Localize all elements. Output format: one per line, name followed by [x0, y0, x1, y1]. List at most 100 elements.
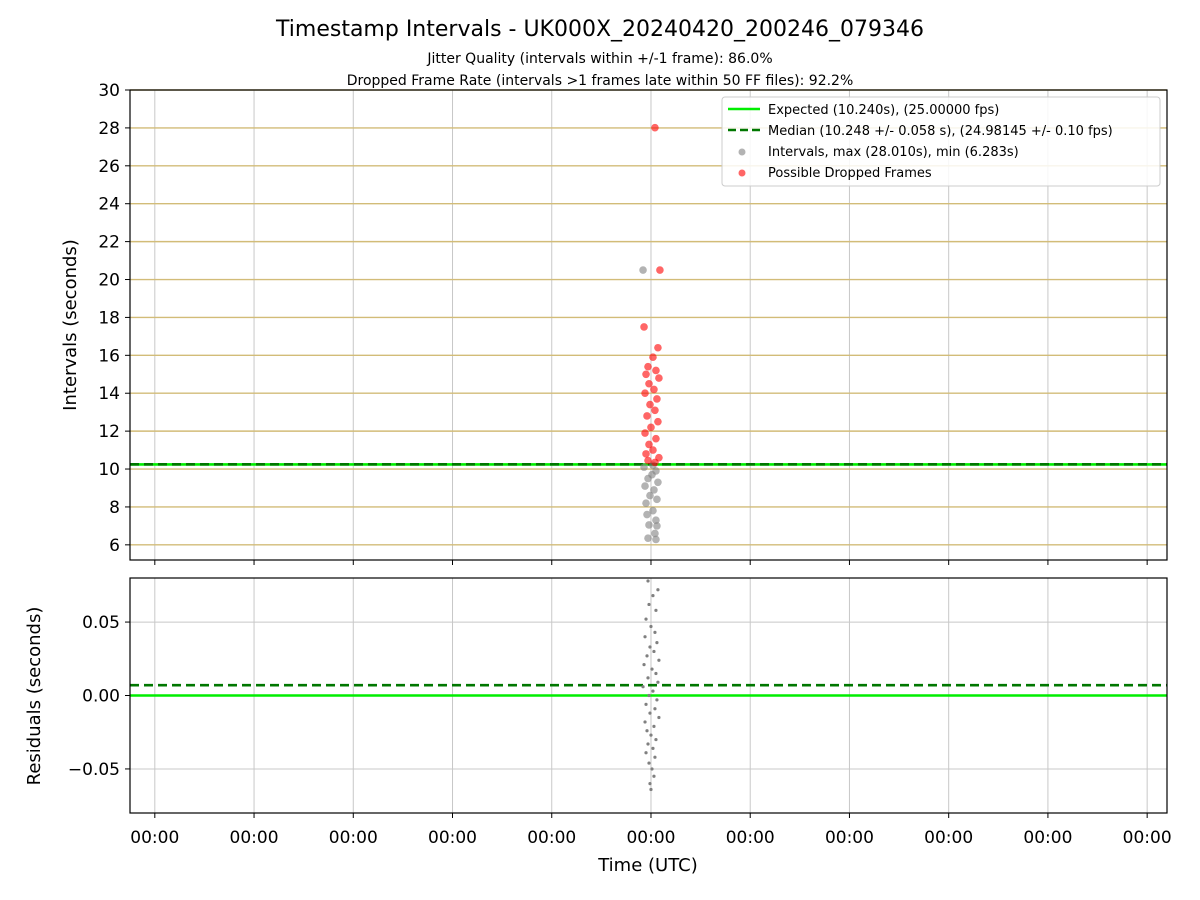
x-tick-label: 00:00 — [924, 828, 973, 848]
x-axis-label: Time (UTC) — [597, 855, 698, 876]
intervals-data-point — [653, 495, 661, 504]
intervals-data-point — [652, 535, 660, 544]
residuals-data-point — [648, 645, 652, 649]
residuals-data-point — [655, 698, 659, 702]
residuals-data-point — [650, 767, 654, 771]
residuals-data-point — [648, 782, 652, 786]
intervals-data-point — [651, 458, 659, 467]
intervals-y-tick-label: 12 — [98, 422, 120, 442]
intervals-data-point — [649, 506, 657, 515]
intervals-data-point — [647, 423, 655, 432]
residuals-data-point — [644, 702, 648, 706]
intervals-y-tick-label: 24 — [98, 195, 120, 215]
intervals-data-point — [641, 389, 649, 398]
intervals-data-point — [642, 499, 650, 507]
residuals-data-point — [644, 617, 648, 621]
residuals-data-point — [654, 608, 658, 612]
intervals-data-point — [656, 266, 664, 274]
residuals-data-point — [646, 742, 650, 746]
legend-intervals-dot-swatch — [738, 148, 746, 156]
intervals-data-point — [650, 385, 658, 394]
residuals-plot: −0.050.000.05 00:00 00:00 00:00 00:00 00:00 0… — [24, 577, 1172, 876]
x-tick-label: 00:00 — [1023, 828, 1072, 848]
residuals-data-point — [645, 729, 649, 733]
intervals-data-point — [641, 482, 649, 490]
intervals-data-point — [643, 510, 651, 519]
intervals-y-tick-label: 28 — [98, 119, 120, 139]
residuals-data-point — [646, 579, 650, 583]
residuals-data-point — [650, 667, 654, 671]
intervals-data-point — [652, 467, 660, 475]
intervals-data-point — [642, 370, 650, 379]
chart-subtitle-jitter: Jitter Quality (intervals within +/-1 fr… — [426, 51, 772, 67]
residuals-data-point — [649, 624, 653, 629]
intervals-y-tick-label: 20 — [98, 271, 120, 291]
residuals-x-ticks: 00:00 00:00 00:00 00:00 00:00 00:00 00:00 00:00… — [130, 813, 1172, 848]
residuals-y-ticks: −0.05 0.00 0.05 — [68, 613, 130, 780]
residuals-data-point — [653, 630, 657, 634]
residuals-data-point — [657, 715, 661, 720]
residuals-y-tick-label: 0.00 — [82, 687, 120, 707]
intervals-data-point — [652, 516, 660, 525]
intervals-y-ticks: 6 8 10 12 14 16 18 20 22 24 26 28 30 — [98, 81, 130, 556]
x-tick-label: 00:00 — [626, 828, 675, 848]
chart-subtitle-dropped: Dropped Frame Rate (intervals >1 frames … — [347, 73, 854, 89]
legend-median-label: Median (10.248 +/- 0.058 s), (24.98145 +… — [768, 124, 1113, 139]
intervals-data-point — [650, 486, 658, 494]
residuals-data-point — [654, 671, 658, 676]
x-tick-label: 00:00 — [527, 828, 576, 848]
legend-dropped-dot-swatch — [738, 169, 746, 177]
intervals-y-tick-label: 18 — [98, 308, 120, 328]
residuals-y-axis-label: Residuals (seconds) — [24, 607, 45, 786]
residuals-y-tick-label: −0.05 — [68, 760, 120, 780]
intervals-data-point — [654, 343, 662, 352]
intervals-data-point — [651, 406, 659, 415]
intervals-data-point — [643, 412, 651, 420]
residuals-reference-lines — [130, 683, 1167, 697]
intervals-data-point — [653, 395, 661, 403]
intervals-data-point — [645, 379, 653, 388]
residuals-data-point — [653, 755, 657, 759]
intervals-data-point — [644, 456, 652, 465]
residuals-data-point — [651, 746, 655, 750]
residuals-data-point — [643, 635, 647, 639]
intervals-points — [639, 123, 664, 544]
intervals-data-point — [649, 353, 657, 362]
intervals-data-point — [652, 434, 660, 443]
residuals-data-point — [652, 649, 656, 654]
intervals-data-point — [640, 463, 648, 471]
x-tick-label: 00:00 — [825, 828, 874, 848]
intervals-data-point — [646, 491, 654, 500]
intervals-y-axis-label: Intervals (seconds) — [60, 239, 81, 411]
intervals-data-point — [644, 362, 652, 371]
intervals-data-point — [640, 323, 648, 331]
intervals-y-tick-label: 30 — [98, 81, 120, 101]
x-tick-label: 00:00 — [230, 828, 279, 848]
intervals-y-tick-label: 8 — [109, 498, 120, 518]
residuals-data-point — [645, 654, 649, 658]
intervals-y-tick-label: 16 — [98, 346, 120, 366]
legend-box — [721, 96, 1161, 187]
x-tick-label: 00:00 — [726, 828, 775, 848]
legend: Expected (10.240s), (25.00000 fps) Media… — [721, 96, 1161, 187]
residuals-data-point — [647, 602, 651, 607]
intervals-y-tick-label: 10 — [98, 460, 120, 480]
intervals-data-point — [639, 266, 647, 274]
residuals-data-point — [641, 685, 645, 689]
intervals-data-point — [651, 123, 659, 132]
intervals-data-point — [652, 366, 660, 375]
intervals-data-point — [651, 529, 659, 538]
residuals-data-point — [654, 737, 658, 742]
residuals-data-point — [656, 680, 660, 684]
intervals-data-point — [649, 446, 657, 454]
intervals-plot: 6 8 10 12 14 16 18 20 22 24 26 28 30 Intervals (seco… — [60, 81, 1168, 565]
residuals-data-point — [649, 787, 653, 792]
intervals-data-point — [654, 478, 662, 487]
residuals-data-point — [652, 774, 656, 778]
residuals-data-point — [651, 689, 655, 693]
residuals-data-point — [656, 588, 660, 592]
residuals-data-point — [643, 720, 647, 724]
intervals-data-point — [645, 440, 653, 449]
intervals-data-point — [644, 534, 652, 543]
